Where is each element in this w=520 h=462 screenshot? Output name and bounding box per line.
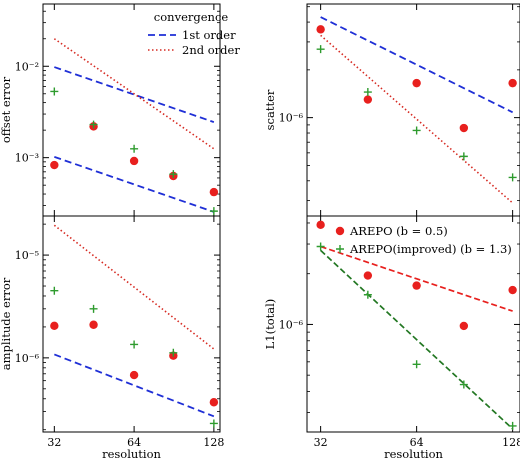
legend-marker-arepo-improved — [336, 245, 344, 253]
y-tick-label: 10⁻² — [15, 60, 39, 73]
reference-line-1st — [54, 156, 215, 213]
y-tick-label: 10⁻⁶ — [279, 318, 304, 331]
legend-methods: AREPO (b = 0.5) AREPO(improved) (b = 1.3) — [335, 224, 512, 256]
data-point-arepo-improved — [50, 87, 59, 96]
reference-line-2nd — [320, 34, 514, 204]
data-point-arepo-improved — [412, 360, 421, 369]
legend-label-arepo-improved: AREPO(improved) (b = 1.3) — [349, 242, 512, 256]
data-point-arepo — [412, 78, 421, 88]
data-point-arepo-improved — [169, 348, 178, 357]
data-point-arepo-improved — [316, 45, 325, 54]
axes-frame — [42, 215, 221, 433]
data-point-arepo — [459, 123, 469, 133]
data-point-arepo — [508, 285, 517, 295]
data-point-arepo — [459, 321, 469, 331]
y-tick-label: 10⁻⁶ — [15, 352, 40, 365]
data-point-arepo — [209, 398, 219, 407]
data-point-arepo-improved — [89, 304, 98, 313]
y-axis-label: L1(total) — [263, 299, 277, 350]
data-point-arepo — [363, 95, 373, 104]
x-axis-label: resolution — [102, 447, 161, 461]
data-point-arepo — [363, 271, 373, 280]
data-point-arepo — [50, 160, 59, 170]
y-axis-label: offset error — [0, 76, 13, 143]
panel-bottom-right: 10⁻⁶ 32 64 128 resolution L1(total) AREPO (b =… — [263, 215, 520, 461]
y-tick-label: 10⁻³ — [15, 152, 39, 165]
reference-line-fit-red — [320, 245, 513, 312]
data-point-arepo — [129, 370, 139, 380]
axes-frame — [306, 215, 520, 433]
data-point-arepo-improved — [508, 421, 517, 430]
x-tick-label: 64 — [127, 436, 141, 449]
legend-marker-arepo — [335, 226, 345, 236]
data-point-arepo-improved — [316, 242, 325, 251]
legend-title: convergence — [154, 10, 229, 24]
panel-bottom-left: 10⁻⁶ 10⁻⁵ 32 64 128 resolution amplitude error — [0, 215, 224, 461]
data-point-arepo-improved — [209, 419, 218, 428]
data-point-arepo-improved — [459, 380, 468, 389]
reference-line-2nd — [53, 224, 215, 350]
data-point-arepo-improved — [130, 144, 139, 153]
data-point-arepo — [508, 78, 517, 88]
legend-label-2nd-order: 2nd order — [182, 43, 240, 57]
y-tick-label: 10⁻⁶ — [279, 112, 304, 125]
data-point-arepo — [316, 25, 325, 34]
data-point-arepo — [412, 281, 421, 290]
reference-line-1st — [54, 66, 215, 123]
data-point-arepo-improved — [209, 207, 218, 216]
reference-line-fit-green — [320, 249, 514, 430]
x-tick-label: 64 — [410, 436, 424, 449]
y-axis-label: amplitude error — [0, 277, 13, 370]
data-point-arepo-improved — [89, 120, 98, 129]
x-tick-label: 32 — [47, 436, 61, 449]
data-point-arepo-improved — [50, 286, 59, 295]
data-point-arepo-improved — [169, 170, 178, 179]
legend-label-1st-order: 1st order — [182, 28, 236, 42]
x-tick-label: 128 — [502, 436, 520, 449]
data-point-arepo-improved — [130, 340, 139, 349]
data-point-arepo-improved — [363, 88, 372, 97]
reference-line-1st — [54, 353, 215, 418]
reference-line-1st — [320, 16, 514, 114]
data-point-arepo — [316, 220, 325, 230]
legend-label-arepo: AREPO (b = 0.5) — [349, 224, 448, 238]
data-point-arepo-improved — [412, 126, 421, 135]
data-point-arepo — [209, 187, 219, 197]
x-tick-label: 32 — [314, 436, 328, 449]
y-tick-label: 10⁻⁵ — [15, 249, 39, 262]
axes-frame — [306, 3, 520, 217]
y-axis-label: scatter — [263, 89, 277, 130]
reference-line-2nd — [53, 38, 215, 150]
data-point-arepo — [89, 320, 98, 329]
x-axis-label: resolution — [384, 447, 443, 461]
data-point-arepo — [50, 321, 59, 331]
data-point-arepo-improved — [363, 290, 372, 299]
data-point-arepo-improved — [508, 173, 517, 182]
x-tick-label: 128 — [203, 436, 224, 449]
data-point-arepo — [129, 156, 139, 166]
data-point-arepo-improved — [459, 152, 468, 161]
